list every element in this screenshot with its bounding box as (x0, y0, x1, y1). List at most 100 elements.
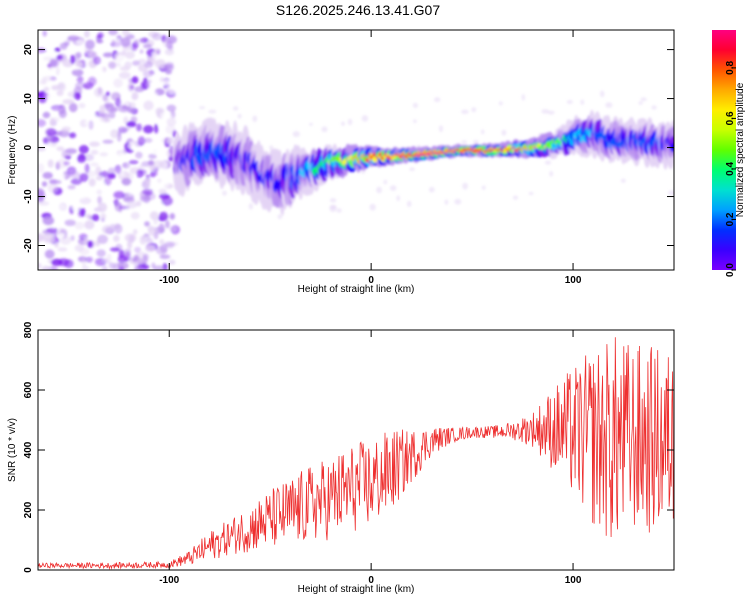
spectrogram-noise-blob (134, 265, 144, 270)
spectrogram-noise-blob (42, 111, 51, 119)
spectrogram-noise-blob (89, 141, 100, 147)
spectrogram-halo-blob (461, 109, 469, 115)
spectrogram-noise-blob (109, 92, 120, 101)
spectrogram-noise-blob (117, 113, 123, 119)
spectrogram-noise-blob (153, 232, 159, 240)
spectrogram-noise-blob (128, 160, 139, 165)
spectrogram-halo-blob (651, 105, 657, 110)
spectrogram-noise-blob (41, 265, 51, 270)
colorbar-tick-label: 0.8 (725, 61, 736, 75)
spectrogram-noise-blob (101, 265, 108, 270)
spectrogram-halo-blob (413, 119, 417, 123)
spectrogram-noise-blob (127, 82, 135, 92)
spectrogram-halo-blob (547, 110, 555, 115)
spectrogram-noise-blob (79, 247, 90, 256)
spectrogram-noise-blob (97, 202, 108, 213)
spectrogram-halo-blob (336, 208, 342, 213)
spectrogram-noise-blob (62, 99, 75, 105)
spectrogram-noise-blob (54, 243, 59, 248)
snr-x-tick-label: 100 (565, 575, 582, 586)
spectrogram-noise-blob (124, 61, 132, 69)
spectrogram-noise-blob (143, 43, 152, 49)
snr-y-tick-label: 600 (23, 381, 34, 398)
spectrogram-noise-blob (56, 90, 64, 97)
spectrogram-noise-blob (144, 137, 153, 143)
spectrogram-noise-blob (38, 147, 46, 152)
spectrogram-noise-blob (149, 211, 159, 221)
spectrogram-noise-blob (98, 171, 110, 178)
spectrogram-noise-blob (107, 173, 116, 180)
spectrogram-halo-blob (277, 214, 283, 220)
spectrogram-noise-blob (121, 105, 128, 110)
spectrogram-noise-blob (100, 213, 107, 220)
spectrogram-halo-blob (512, 195, 519, 200)
spectrogram-noise-blob (114, 223, 123, 234)
spectrogram-noise-blob (129, 102, 136, 109)
spectrogram-noise-blob (156, 202, 164, 209)
spectrogram-noise-blob (132, 229, 138, 235)
spectrogram-noise-blob (154, 123, 159, 134)
spectrogram-noise-blob (154, 59, 166, 69)
spectrogram-noise-blob (87, 240, 94, 248)
spectrogram-halo-blob (369, 203, 376, 211)
spectrogram-noise-blob (77, 207, 83, 218)
spectrogram-y-axis: 20 10 0 -10 -20 (23, 44, 674, 253)
spectrogram-noise-blob (110, 106, 118, 113)
spectrogram-x-axis: -100 0 100 (159, 30, 582, 286)
spectrogram-noise-blob (84, 256, 93, 263)
snr-line (37, 337, 675, 571)
spectrogram-halo-blob (412, 102, 418, 109)
colorbar-ticks: 0.0 0.2 0.4 0.6 0.8 (725, 61, 736, 277)
spectrogram-x-tick-label: 0 (368, 275, 374, 286)
spectrogram-noise-blob (90, 149, 99, 155)
spectrogram-noise-blob (159, 180, 170, 189)
spectrogram-noise-blob (96, 189, 102, 195)
spectrogram-noise-blob (157, 119, 167, 128)
spectrogram-noise-blob (58, 129, 70, 138)
spectrogram-noise-blob (99, 152, 109, 157)
spectrogram-noise-blob (49, 57, 60, 68)
spectrogram-noise-blob (104, 102, 115, 108)
spectrogram-noise-blob (38, 109, 44, 114)
spectrogram-halo-blob (444, 199, 449, 205)
spectrogram-noise-blob (120, 37, 131, 48)
spectrogram-noise-blob (105, 91, 111, 97)
spectrogram-noise-blob (136, 38, 144, 45)
spectrogram-noise-blob (142, 145, 150, 150)
snr-panel: -100 0 100 0 200 400 600 800 Height of straigh… (7, 321, 675, 595)
spectrogram-noise-blob (61, 126, 71, 132)
spectrogram-x-tick-label: 100 (565, 275, 582, 286)
spectrogram-noise-blob (84, 220, 95, 230)
snr-y-axis: 0 200 400 600 800 (23, 321, 674, 573)
spectrogram-noise-layer (38, 30, 674, 270)
spectrogram-noise-blob (134, 233, 142, 242)
spectrogram-noise-blob (43, 238, 55, 244)
spectrogram-y-tick-label: -20 (23, 238, 34, 253)
spectrogram-noise-blob (47, 183, 58, 193)
spectrogram-noise-blob (63, 161, 70, 166)
spectrogram-noise-blob (45, 40, 56, 48)
spectrogram-noise-blob (126, 201, 138, 209)
colorbar-gradient (712, 30, 736, 270)
spectrogram-noise-blob (96, 249, 106, 257)
spectrogram-noise-blob (143, 125, 154, 134)
spectrogram-noise-blob (152, 160, 164, 169)
spectrogram-noise-blob (67, 185, 76, 190)
spectrogram-noise-blob (43, 86, 50, 92)
spectrogram-noise-blob (54, 47, 61, 53)
spectrogram-x-label: Height of straight line (km) (298, 284, 415, 295)
spectrogram-noise-blob (166, 117, 177, 127)
spectrogram-noise-blob (80, 191, 86, 200)
spectrogram-noise-blob (42, 30, 47, 37)
spectrogram-noise-blob (114, 202, 122, 212)
spectrogram-noise-blob (153, 167, 160, 172)
spectrogram-noise-blob (123, 255, 129, 263)
spectrogram-halo-blob (521, 94, 525, 101)
spectrogram-halo-blob (396, 195, 401, 202)
spectrogram-noise-blob (130, 211, 140, 220)
spectrogram-noise-blob (87, 76, 97, 86)
spectrogram-halo-blob (640, 97, 647, 102)
spectrogram-halo-blob (481, 129, 485, 135)
spectrogram-noise-blob (78, 102, 86, 109)
spectrogram-halo-blob (347, 118, 353, 126)
